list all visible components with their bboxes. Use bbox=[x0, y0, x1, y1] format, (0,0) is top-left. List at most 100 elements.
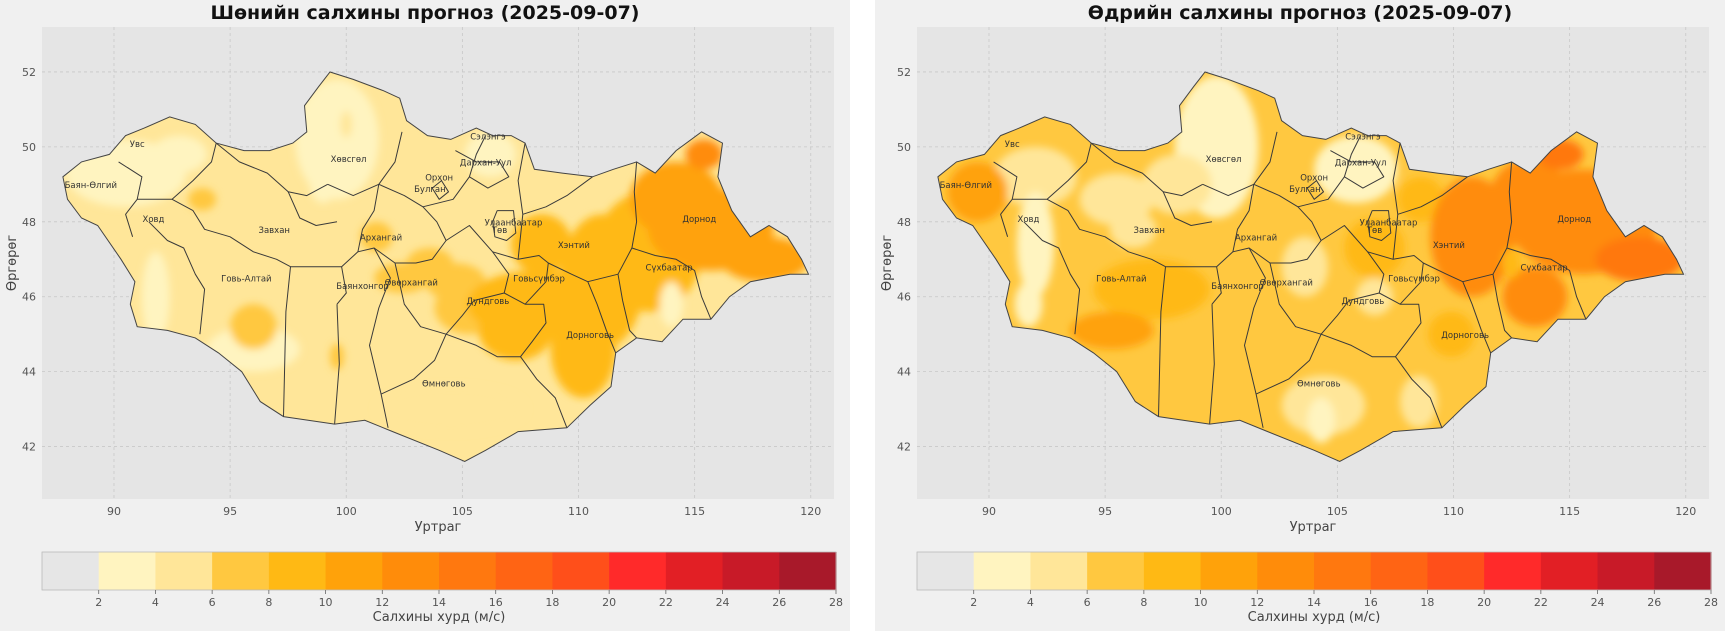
province-label: Завхан bbox=[259, 226, 290, 236]
province-border bbox=[336, 266, 347, 305]
colorbar-tick-label: 20 bbox=[602, 596, 616, 609]
colorbar-tick-label: 24 bbox=[1591, 596, 1605, 609]
y-tick-label: 50 bbox=[22, 141, 36, 154]
colorbar-swatch bbox=[98, 552, 157, 590]
day-wind-map: Увс Баян-Өлгий Ховд Завхан Хөвсгөл Сэлэнгэ Дар… bbox=[880, 27, 1718, 625]
colorbar-swatch bbox=[722, 552, 780, 590]
province-border bbox=[215, 142, 328, 197]
province-label: Дархан-Уул bbox=[1335, 159, 1387, 169]
field-contour bbox=[340, 111, 353, 138]
province-border bbox=[455, 150, 510, 189]
colorbar-swatch bbox=[1143, 552, 1202, 590]
province-label: Хэнтий bbox=[558, 241, 590, 251]
colorbar-tick-label: 6 bbox=[1084, 596, 1091, 609]
x-tick-label: 95 bbox=[1098, 505, 1112, 518]
colorbar-swatch bbox=[1370, 552, 1429, 590]
field-contour bbox=[1502, 266, 1568, 327]
field-contour bbox=[360, 221, 393, 252]
field-contour bbox=[309, 158, 337, 204]
field-contour bbox=[720, 236, 809, 282]
province-label: Орхон bbox=[1300, 174, 1328, 184]
province-label: Баян-Өлгий bbox=[940, 181, 992, 191]
field-contour bbox=[511, 214, 572, 275]
x-tick-label: 120 bbox=[800, 505, 821, 518]
axis-ticks: 90 95 100 105 110 115 120 42 44 46 48 50 52 bbox=[22, 66, 821, 518]
colorbar-tick-label: 10 bbox=[1194, 596, 1208, 609]
colorbar-swatch bbox=[1030, 552, 1088, 590]
colorbar-swatch bbox=[1427, 552, 1485, 590]
province-border bbox=[1158, 266, 1166, 417]
province-label: Увс bbox=[130, 140, 145, 150]
day-map-panel: Өдрийн салхины прогноз (2025-09-07) Увс Б… bbox=[875, 0, 1725, 631]
province-label: Өмнөговь bbox=[422, 380, 466, 390]
field-contour bbox=[659, 281, 684, 327]
province-border bbox=[520, 356, 568, 428]
field-contour bbox=[1016, 191, 1055, 297]
colorbar-tick-label: 8 bbox=[265, 596, 272, 609]
province-label: Говьсүмбэр bbox=[513, 275, 565, 285]
colorbar-tick-label: 14 bbox=[432, 596, 446, 609]
province-border bbox=[1462, 161, 1513, 283]
x-tick-label: 105 bbox=[452, 505, 473, 518]
province-border bbox=[283, 266, 291, 417]
colorbar-swatch bbox=[439, 552, 497, 590]
colorbar-tick-label: 24 bbox=[716, 596, 730, 609]
colorbar-tick-label: 18 bbox=[545, 596, 559, 609]
province-label: Сэлэнгэ bbox=[1345, 132, 1381, 142]
province-border bbox=[1367, 210, 1392, 241]
province-label: Хэнтий bbox=[1433, 241, 1465, 251]
colorbar-swatch bbox=[1200, 552, 1258, 590]
colorbar-swatch bbox=[1540, 552, 1599, 590]
field-contour bbox=[1281, 236, 1329, 297]
province-border bbox=[1023, 221, 1081, 335]
province-labels: Увс Баян-Өлгий Ховд Завхан Хөвсгөл Сэлэнгэ Дар… bbox=[940, 132, 1592, 389]
field-contour bbox=[188, 188, 217, 211]
province-border bbox=[631, 247, 712, 320]
colorbar-swatch bbox=[1314, 552, 1372, 590]
province-border bbox=[1211, 266, 1222, 305]
province-border bbox=[380, 333, 447, 395]
colorbar-tick-label: 4 bbox=[1027, 596, 1034, 609]
colorbar-swatch bbox=[917, 552, 975, 590]
field-contour bbox=[947, 161, 1008, 222]
colorbar-tick-label: 6 bbox=[209, 596, 216, 609]
province-border bbox=[522, 176, 593, 215]
province-label: Дорноговь bbox=[1441, 331, 1489, 341]
colorbar-swatch bbox=[665, 552, 724, 590]
colorbar-swatch bbox=[495, 552, 554, 590]
colorbar-swatch bbox=[779, 552, 837, 590]
field-contour bbox=[1502, 248, 1521, 278]
colorbar-swatch bbox=[973, 552, 1032, 590]
colorbar-tick-label: 16 bbox=[489, 596, 503, 609]
province-label: Өвөрхангай bbox=[385, 278, 438, 288]
x-tick-label: 115 bbox=[1559, 505, 1580, 518]
colorbar-tick-label: 22 bbox=[659, 596, 673, 609]
province-labels: Увс Баян-Өлгий Ховд Завхан Хөвсгөл Сэлэнгэ Дар… bbox=[65, 132, 717, 389]
province-label: Сүхбаатар bbox=[1520, 263, 1567, 273]
province-label: Сэлэнгэ bbox=[470, 132, 506, 142]
province-border bbox=[1306, 180, 1324, 200]
y-tick-label: 44 bbox=[22, 366, 36, 379]
field-contour bbox=[1307, 397, 1336, 443]
y-tick-label: 44 bbox=[897, 366, 911, 379]
colorbar-tick-label: 18 bbox=[1420, 596, 1434, 609]
province-border bbox=[445, 292, 547, 358]
province-border bbox=[1012, 142, 1092, 200]
colorbar-tick-label: 2 bbox=[970, 596, 977, 609]
province-border bbox=[492, 251, 549, 305]
field-contour bbox=[685, 139, 723, 170]
province-label: Өмнөговь bbox=[1297, 380, 1341, 390]
y-tick-label: 52 bbox=[897, 66, 911, 79]
x-tick-label: 105 bbox=[1327, 505, 1348, 518]
province-border bbox=[1330, 150, 1385, 189]
country-outline bbox=[62, 71, 810, 463]
colorbar-swatch bbox=[155, 552, 213, 590]
field-contour bbox=[1109, 210, 1157, 248]
colorbar-tick-label: 10 bbox=[319, 596, 333, 609]
colorbar-swatch bbox=[382, 552, 440, 590]
colorbar-tick-label: 12 bbox=[375, 596, 389, 609]
province-border bbox=[1269, 262, 1350, 335]
province-label: Дархан-Уул bbox=[460, 159, 512, 169]
field-contour bbox=[230, 304, 277, 350]
province-border bbox=[617, 274, 637, 339]
